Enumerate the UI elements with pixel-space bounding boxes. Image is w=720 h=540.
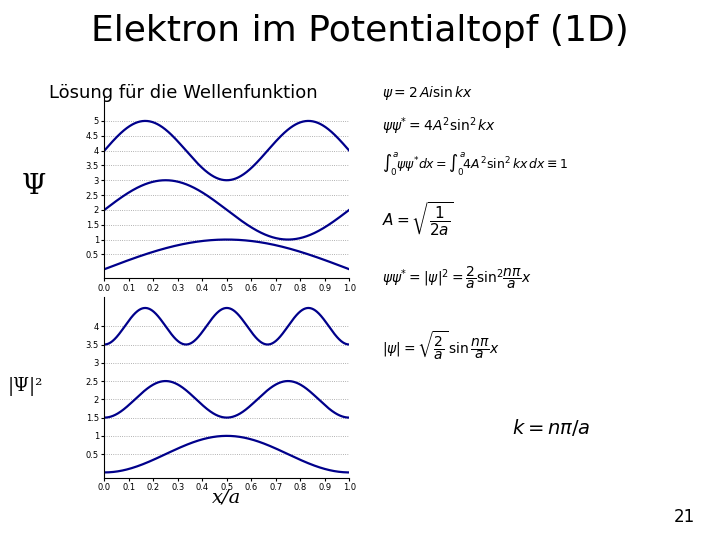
Text: |Ψ|²: |Ψ|² xyxy=(7,376,43,396)
Text: Lösung für die Wellenfunktion: Lösung für die Wellenfunktion xyxy=(49,84,318,102)
Text: $\psi\psi^{*} = |\psi|^{2} = \dfrac{2}{a}\sin^{2}\!\dfrac{n\pi}{a}x$: $\psi\psi^{*} = |\psi|^{2} = \dfrac{2}{a… xyxy=(382,265,531,291)
Text: $\psi = 2\,Ai\sin kx$: $\psi = 2\,Ai\sin kx$ xyxy=(382,84,473,102)
Text: $|\psi| = \sqrt{\dfrac{2}{a}}\,\sin\dfrac{n\pi}{a}x$: $|\psi| = \sqrt{\dfrac{2}{a}}\,\sin\dfra… xyxy=(382,329,499,362)
Text: $\psi\psi^{*} = 4A^{2}\sin^{2}kx$: $\psi\psi^{*} = 4A^{2}\sin^{2}kx$ xyxy=(382,115,496,137)
Text: $A = \sqrt{\dfrac{1}{2a}}$: $A = \sqrt{\dfrac{1}{2a}}$ xyxy=(382,201,454,239)
Text: Elektron im Potentialtopf (1D): Elektron im Potentialtopf (1D) xyxy=(91,14,629,48)
Text: x/a: x/a xyxy=(212,489,241,507)
Text: $k = n\pi/a$: $k = n\pi/a$ xyxy=(511,417,590,438)
Text: Ψ: Ψ xyxy=(22,173,46,200)
Text: $\int_{0}^{a}\!\psi\psi^{*}dx = \int_{0}^{a}\!4A^{2}\sin^{2}kx\,dx \equiv 1$: $\int_{0}^{a}\!\psi\psi^{*}dx = \int_{0}… xyxy=(382,151,568,178)
Text: 21: 21 xyxy=(673,509,695,526)
